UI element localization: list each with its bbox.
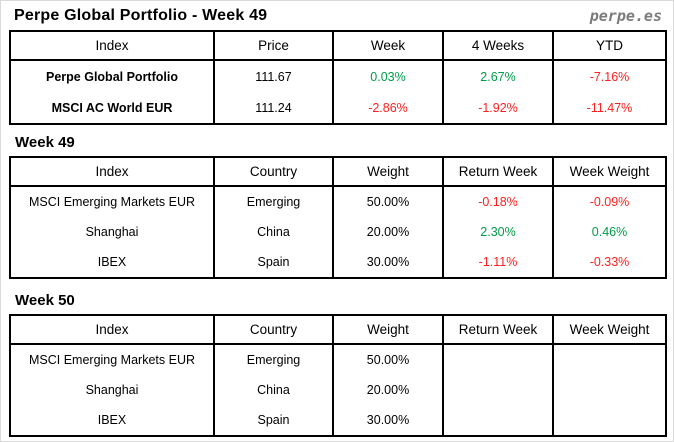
week49-heading: Week 49 (15, 134, 75, 151)
summary-table: Index Price Week 4 Weeks YTD Perpe Globa… (9, 30, 667, 125)
price-cell: 111.67 (213, 60, 333, 92)
week-weight-cell (552, 375, 666, 405)
index-cell: IBEX (97, 255, 127, 269)
week-weight-cell: -0.09% (552, 186, 666, 217)
weight-cell: 30.00% (332, 247, 443, 278)
table-row: IBEX Spain 30.00% (10, 405, 666, 436)
col-week-weight: Week Weight (552, 157, 666, 186)
week-weight-cell (552, 405, 666, 436)
return-week-cell: -0.18% (442, 186, 553, 217)
week49-table: Index Country Weight Return Week Week We… (9, 156, 667, 279)
four-weeks-cell: 2.67% (442, 60, 553, 92)
table-row: Perpe Global Portfolio 111.67 0.03% 2.67… (10, 60, 666, 92)
week-weight-cell: -0.33% (552, 247, 666, 278)
ytd-cell: -7.16% (552, 60, 666, 92)
weight-cell: 50.00% (332, 186, 443, 217)
index-cell: MSCI AC World EUR (51, 100, 173, 115)
index-cell: Shanghai (85, 383, 139, 397)
week49-header-row: Index Country Weight Return Week Week We… (10, 157, 666, 186)
site-logo[interactable]: perpe.es (589, 7, 662, 25)
topbar: Perpe Global Portfolio - Week 49 perpe.e… (1, 1, 673, 30)
summary-col-price: Price (213, 31, 333, 60)
country-cell: Emerging (213, 344, 333, 375)
col-index: Index (95, 164, 129, 179)
country-cell: Spain (213, 405, 333, 436)
summary-col-week: Week (332, 31, 443, 60)
return-week-cell (442, 375, 553, 405)
country-cell: China (213, 217, 333, 247)
four-weeks-cell: -1.92% (442, 92, 553, 124)
week-cell: -2.86% (332, 92, 443, 124)
summary-col-index: Index (95, 38, 129, 53)
week-cell: 0.03% (332, 60, 443, 92)
col-country: Country (213, 157, 333, 186)
weight-cell: 30.00% (332, 405, 443, 436)
index-cell: Shanghai (85, 225, 139, 239)
weight-cell: 20.00% (332, 217, 443, 247)
week50-table: Index Country Weight Return Week Week We… (9, 314, 667, 437)
index-cell: MSCI Emerging Markets EUR (28, 195, 195, 209)
country-cell: Spain (213, 247, 333, 278)
table-row: IBEX Spain 30.00% -1.11% -0.33% (10, 247, 666, 278)
col-return-week: Return Week (442, 157, 553, 186)
table-row: MSCI AC World EUR 111.24 -2.86% -1.92% -… (10, 92, 666, 124)
col-weight: Weight (332, 157, 443, 186)
index-cell: MSCI Emerging Markets EUR (28, 353, 195, 367)
weight-cell: 50.00% (332, 344, 443, 375)
col-country: Country (213, 315, 333, 344)
table-row: Shanghai China 20.00% (10, 375, 666, 405)
return-week-cell (442, 405, 553, 436)
col-return-week: Return Week (442, 315, 553, 344)
index-cell: Perpe Global Portfolio (46, 69, 178, 84)
week-weight-cell: 0.46% (552, 217, 666, 247)
table-row: MSCI Emerging Markets EUR Emerging 50.00… (10, 186, 666, 217)
week50-heading: Week 50 (15, 292, 75, 309)
weight-cell: 20.00% (332, 375, 443, 405)
page-title: Perpe Global Portfolio - Week 49 (14, 7, 268, 24)
return-week-cell: 2.30% (442, 217, 553, 247)
summary-header-row: Index Price Week 4 Weeks YTD (10, 31, 666, 60)
summary-col-4weeks: 4 Weeks (442, 31, 553, 60)
country-cell: Emerging (213, 186, 333, 217)
table-row: Shanghai China 20.00% 2.30% 0.46% (10, 217, 666, 247)
table-row: MSCI Emerging Markets EUR Emerging 50.00… (10, 344, 666, 375)
return-week-cell: -1.11% (442, 247, 553, 278)
col-index: Index (95, 322, 129, 337)
return-week-cell (442, 344, 553, 375)
col-week-weight: Week Weight (552, 315, 666, 344)
index-cell: IBEX (97, 413, 127, 427)
ytd-cell: -11.47% (552, 92, 666, 124)
week50-header-row: Index Country Weight Return Week Week We… (10, 315, 666, 344)
week-weight-cell (552, 344, 666, 375)
summary-col-ytd: YTD (552, 31, 666, 60)
country-cell: China (213, 375, 333, 405)
col-weight: Weight (332, 315, 443, 344)
price-cell: 111.24 (213, 92, 333, 124)
